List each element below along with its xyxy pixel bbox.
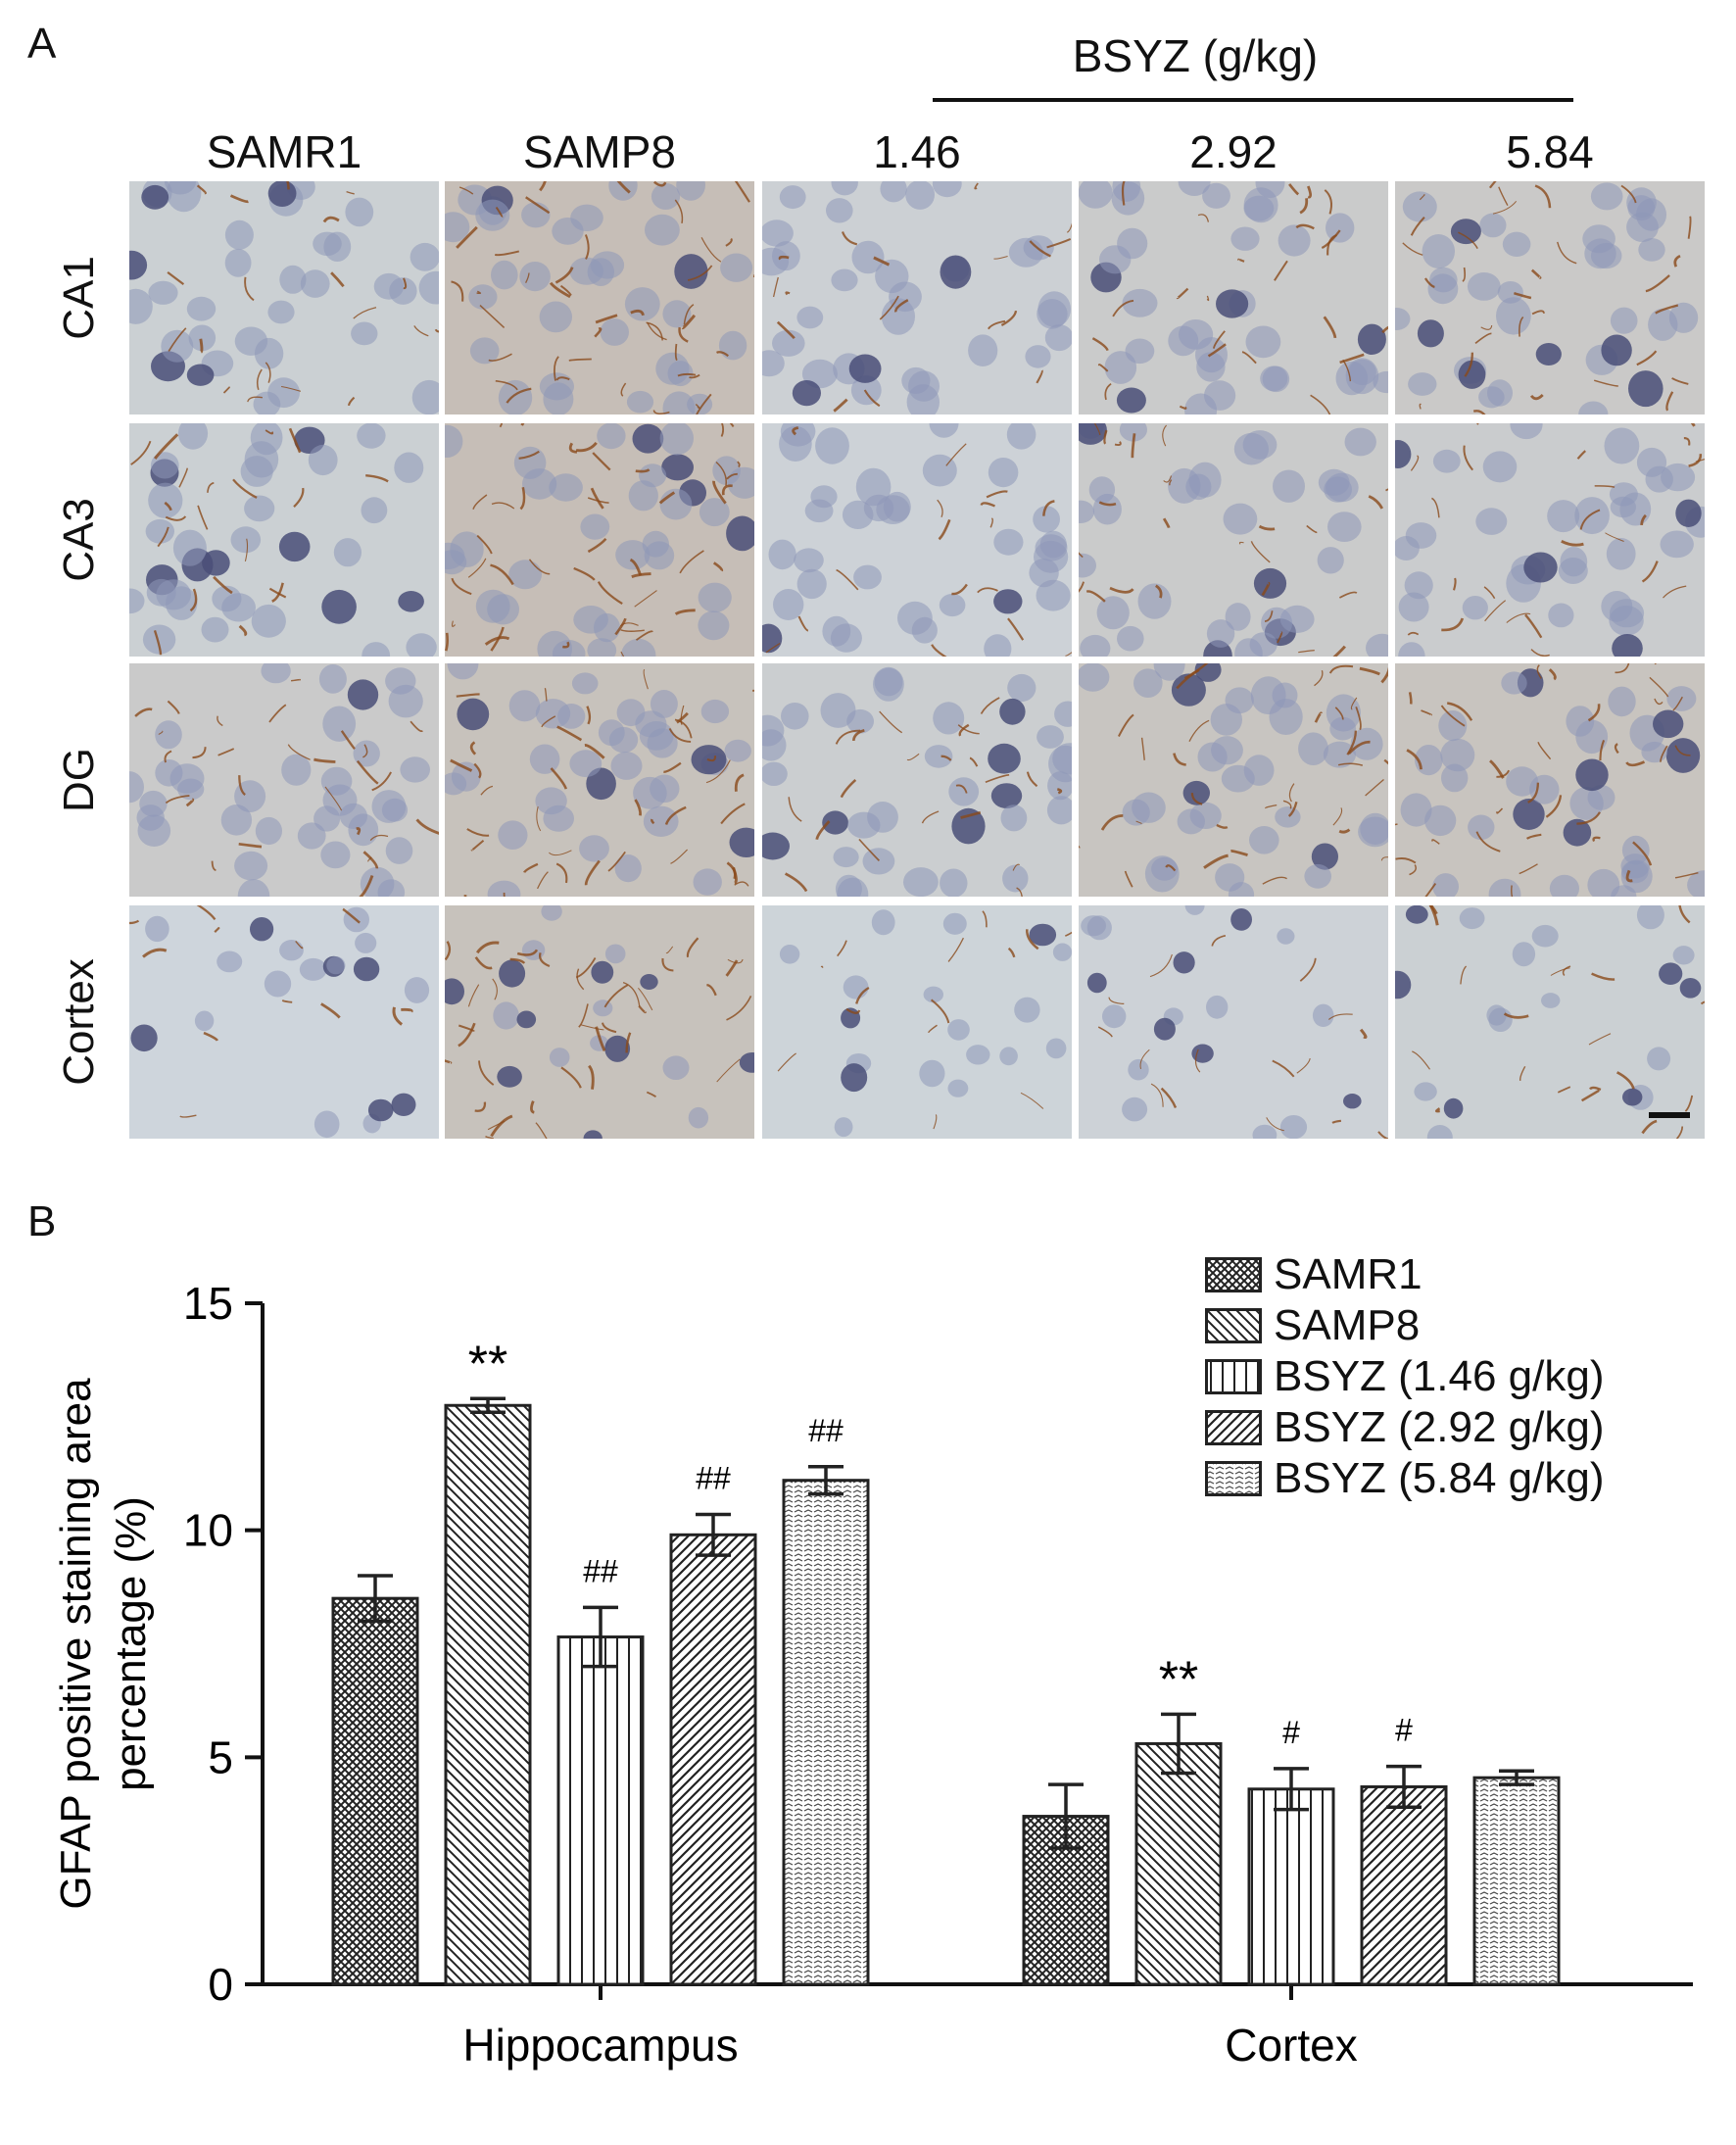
x-tick-label: Cortex xyxy=(1225,2020,1357,2071)
micrograph-tile xyxy=(1395,423,1705,657)
micrograph-tile xyxy=(1079,181,1388,414)
y-tick-label: 0 xyxy=(208,1959,233,2010)
legend-label: BSYZ (1.46 g/kg) xyxy=(1274,1352,1605,1400)
bar xyxy=(331,1596,419,1986)
panel-b-label: B xyxy=(27,1197,57,1245)
bar xyxy=(556,1635,645,1986)
legend-swatch xyxy=(1205,1308,1262,1343)
bar xyxy=(782,1479,870,1986)
scale-bar xyxy=(1649,1112,1690,1118)
legend-label: SAMR1 xyxy=(1274,1250,1423,1298)
column-label: SAMP8 xyxy=(523,126,676,177)
y-tick-label: 10 xyxy=(183,1505,233,1556)
micrograph-tile xyxy=(445,663,754,897)
bar-chart: 0 5 10 15 GFAP positive staining area percent… xyxy=(52,1278,1693,2071)
significance-annotation: # xyxy=(1282,1715,1300,1750)
significance-annotation: ** xyxy=(468,1336,507,1392)
x-tick-label: Hippocampus xyxy=(462,2020,738,2071)
bar xyxy=(1360,1784,1448,1986)
bar xyxy=(1134,1741,1223,1986)
micrograph-tile xyxy=(1079,663,1388,897)
legend-item: BSYZ (2.92 g/kg) xyxy=(1205,1403,1605,1451)
micrograph-tile xyxy=(445,181,754,414)
y-axis: 0 5 10 15 xyxy=(183,1278,265,2010)
legend-item: SAMR1 xyxy=(1205,1250,1423,1298)
legend-item: SAMP8 xyxy=(1205,1301,1421,1349)
micrograph-tile xyxy=(762,423,1072,657)
micrograph-tile xyxy=(1395,181,1705,414)
micrograph-tile xyxy=(1395,905,1705,1139)
panel-a-label: A xyxy=(27,20,57,68)
column-label: SAMR1 xyxy=(206,126,362,177)
legend-label: BSYZ (5.84 g/kg) xyxy=(1274,1454,1605,1502)
legend-item: BSYZ (1.46 g/kg) xyxy=(1205,1352,1605,1400)
significance-annotation: # xyxy=(1395,1713,1413,1748)
legend-swatch xyxy=(1205,1359,1262,1394)
bar xyxy=(444,1403,532,1986)
y-tick-label: 5 xyxy=(208,1731,233,1782)
significance-annotation: ## xyxy=(808,1413,844,1448)
legend-item: BSYZ (5.84 g/kg) xyxy=(1205,1454,1605,1502)
row-label: CA3 xyxy=(55,498,103,582)
row-label: CA1 xyxy=(55,256,103,340)
column-label: 2.92 xyxy=(1189,126,1278,177)
significance-annotation: ** xyxy=(1159,1651,1198,1708)
micrograph-tile xyxy=(129,663,439,897)
micrograph-tile xyxy=(1079,423,1388,657)
significance-annotation: ## xyxy=(583,1553,618,1588)
legend-swatch xyxy=(1205,1257,1262,1292)
micrograph-tile xyxy=(762,905,1072,1139)
treatment-label: BSYZ (g/kg) xyxy=(1072,30,1319,81)
treatment-bracket-line xyxy=(933,98,1573,102)
micrograph-tile xyxy=(445,423,754,657)
legend-label: SAMP8 xyxy=(1274,1301,1421,1349)
bar xyxy=(669,1533,757,1986)
legend-label: BSYZ (2.92 g/kg) xyxy=(1274,1403,1605,1451)
row-label: Cortex xyxy=(55,958,103,1086)
legend-swatch xyxy=(1205,1461,1262,1496)
column-label: 1.46 xyxy=(873,126,961,177)
micrograph-tile xyxy=(445,905,754,1139)
micrograph-tile xyxy=(129,181,439,414)
legend-swatch xyxy=(1205,1410,1262,1445)
column-label: 5.84 xyxy=(1506,126,1594,177)
micrograph-tile xyxy=(762,181,1072,414)
micrograph-tile xyxy=(762,663,1072,897)
bar xyxy=(1247,1787,1335,1986)
y-axis-label: GFAP positive staining area percentage (%… xyxy=(52,1378,155,1910)
micrograph-tile xyxy=(129,905,439,1139)
row-label: DG xyxy=(55,748,103,812)
y-tick-label: 15 xyxy=(183,1278,233,1329)
bar xyxy=(1472,1776,1561,1986)
micrograph-tile xyxy=(1395,663,1705,897)
significance-annotation: ## xyxy=(696,1460,731,1495)
micrograph-tile xyxy=(129,423,439,657)
micrograph-tile xyxy=(1079,905,1388,1139)
